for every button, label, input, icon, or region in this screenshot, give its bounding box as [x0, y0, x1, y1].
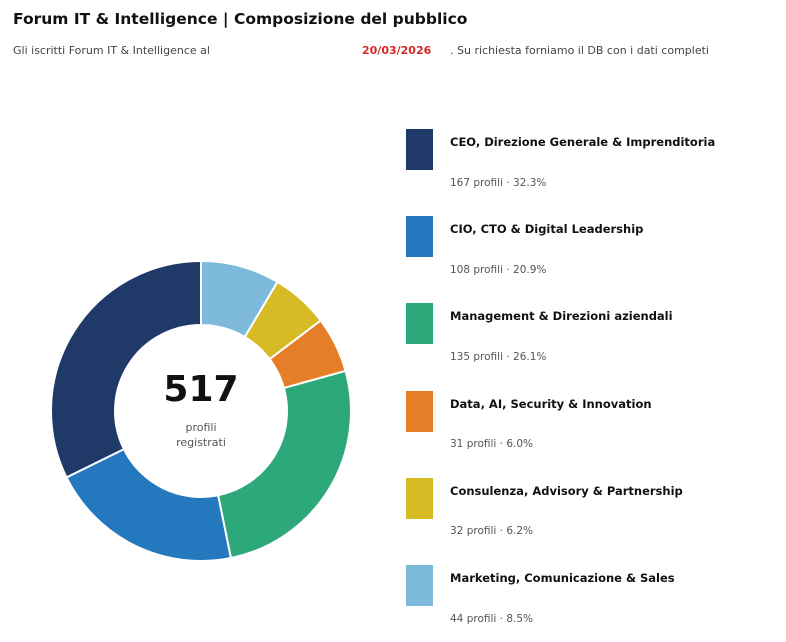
legend-count-ceo: 167 profili · 32.3%	[450, 177, 547, 189]
legend-label-consulenza: Consulenza, Advisory & Partnership	[450, 484, 683, 498]
legend-count-data-ai: 31 profili · 6.0%	[450, 438, 534, 450]
legend-label-ceo: CEO, Direzione Generale & Imprenditoria	[450, 135, 716, 149]
legend-count-management: 135 profili · 26.1%	[450, 351, 547, 363]
legend-swatch-cio	[406, 216, 433, 257]
legend-count-cio: 108 profili · 20.9%	[450, 264, 547, 276]
legend-label-cio: CIO, CTO & Digital Leadership	[450, 222, 644, 236]
subtitle-date: 20/03/2026	[362, 44, 432, 57]
subtitle-text: Gli iscritti Forum IT & Intelligence al	[13, 44, 210, 57]
legend-swatch-marketing	[406, 565, 433, 606]
page-title: Forum IT & Intelligence | Composizione d…	[13, 10, 468, 28]
donut-slice-0	[50, 259, 202, 479]
center-total-value: 517	[163, 369, 238, 410]
legend-swatch-data-ai	[406, 391, 433, 432]
legend-swatch-management	[406, 303, 433, 344]
center-label-line2: registrati	[176, 436, 226, 449]
center-label-line1: profili	[185, 421, 216, 434]
donut-slice-2	[216, 369, 352, 560]
subtitle-tail: . Su richiesta forniamo il DB con i dati…	[450, 44, 709, 57]
legend-label-marketing: Marketing, Comunicazione & Sales	[450, 571, 675, 585]
donut-slice-1	[65, 447, 233, 562]
legend-label-data-ai: Data, AI, Security & Innovation	[450, 397, 652, 411]
legend-swatch-ceo	[406, 129, 433, 170]
legend-count-marketing: 44 profili · 8.5%	[450, 613, 534, 625]
legend-swatch-consulenza	[406, 478, 433, 519]
legend-label-management: Management & Direzioni aziendali	[450, 309, 673, 323]
legend-count-consulenza: 32 profili · 6.2%	[450, 525, 534, 537]
donut-chart: 517 profili registrati	[50, 259, 352, 562]
